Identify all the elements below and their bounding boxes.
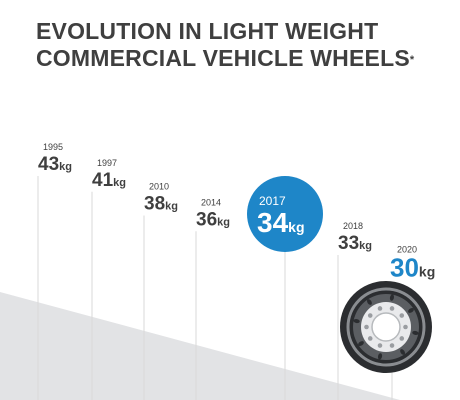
wheel-vent-hole (366, 299, 372, 305)
wheel-bolt-hole (367, 313, 373, 318)
year-label-2010: 2010 (149, 182, 169, 192)
wheel-vent-hole (412, 330, 419, 336)
year-label-2018: 2018 (343, 221, 363, 231)
unit-label-2014: kg (217, 216, 230, 228)
wheel-vent-hole (389, 294, 395, 301)
wheel-vent-hole (408, 307, 414, 313)
wheel-vent-hole (400, 349, 406, 355)
value-label-2020: 30kg (390, 253, 435, 283)
chart-labels: 1995 43kg 1997 41kg 2010 38kg 2014 36kg 201734kg… (38, 142, 435, 283)
highlight-circle-2017 (247, 176, 323, 252)
wheel-bolt-hole (403, 324, 408, 330)
wheel-bolt-hole (389, 306, 395, 311)
chart-title-line1: EVOLUTION IN LIGHT WEIGHT (36, 18, 379, 44)
unit-label-2020: kg (419, 264, 435, 280)
wheel-bolt-hole (364, 324, 369, 330)
chart-title: EVOLUTION IN LIGHT WEIGHT COMMERCIAL VEH… (36, 18, 446, 72)
value-label-2017: 34kg (257, 207, 305, 238)
chart-title-line2-text: COMMERCIAL VEHICLE WHEELS (36, 45, 410, 71)
wheel-vent-hole (377, 353, 383, 360)
value-label-1995: 43kg (38, 154, 72, 175)
chart-title-footnote-mark: * (409, 54, 415, 66)
wheel-rim-outer (346, 287, 426, 367)
wheel-vent-hole (353, 318, 360, 324)
chart-background (0, 292, 400, 400)
wheel-bolt-hole (377, 306, 383, 311)
value-label-2010: 38kg (144, 194, 178, 215)
wheel-icon (340, 281, 432, 373)
wheel-bolt-hole (389, 343, 395, 348)
unit-label-2017: kg (288, 219, 304, 235)
decline-wedge (0, 292, 400, 400)
year-label-2014: 2014 (201, 197, 221, 207)
chart-title-line2: COMMERCIAL VEHICLE WHEELS* (36, 45, 446, 72)
wheel-hub (371, 312, 401, 342)
value-label-1997: 41kg (92, 170, 126, 191)
value-label-2018: 33kg (338, 233, 372, 254)
wheel-vent-hole (358, 341, 364, 347)
wheel-bolt-hole (399, 336, 405, 341)
unit-label-2018: kg (359, 240, 372, 252)
unit-label-1997: kg (113, 177, 126, 189)
year-label-2020: 2020 (397, 245, 417, 255)
unit-label-1995: kg (59, 161, 72, 173)
year-label-1997: 1997 (97, 158, 117, 168)
wheel-bolt-hole (399, 313, 405, 318)
value-label-2014: 36kg (196, 209, 230, 230)
wheel-bolt-hole (367, 336, 373, 341)
unit-label-2010: kg (165, 201, 178, 213)
year-label-1995: 1995 (43, 142, 63, 152)
wheel-bolt-hole (377, 343, 383, 348)
year-label-2017: 2017 (259, 194, 286, 208)
